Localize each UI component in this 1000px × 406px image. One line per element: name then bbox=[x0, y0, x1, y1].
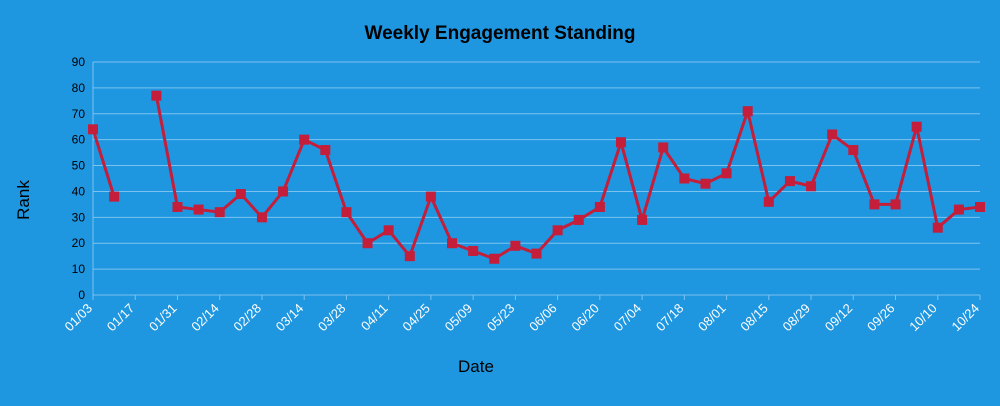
data-point bbox=[869, 199, 880, 210]
y-tick-label: 20 bbox=[72, 236, 86, 250]
data-point bbox=[214, 207, 225, 218]
data-point bbox=[594, 201, 605, 212]
data-point bbox=[425, 191, 436, 202]
data-point bbox=[721, 168, 732, 179]
data-point bbox=[806, 181, 817, 192]
data-point bbox=[827, 129, 838, 140]
data-point bbox=[531, 248, 542, 259]
data-point bbox=[447, 238, 458, 249]
data-point bbox=[404, 251, 415, 262]
data-point bbox=[615, 137, 626, 148]
data-point bbox=[848, 145, 859, 156]
data-point bbox=[658, 142, 669, 153]
y-tick-label: 0 bbox=[78, 288, 85, 302]
y-tick-label: 50 bbox=[72, 159, 86, 173]
data-point bbox=[383, 225, 394, 236]
data-point bbox=[362, 238, 373, 249]
data-point bbox=[700, 178, 711, 189]
y-tick-label: 70 bbox=[72, 107, 86, 121]
data-point bbox=[890, 199, 901, 210]
data-point bbox=[278, 186, 289, 197]
data-point bbox=[468, 245, 479, 256]
data-point bbox=[235, 189, 246, 200]
data-point bbox=[953, 204, 964, 215]
data-point bbox=[172, 201, 183, 212]
data-point bbox=[784, 176, 795, 187]
chart-title: Weekly Engagement Standing bbox=[365, 23, 636, 44]
data-point bbox=[151, 90, 162, 101]
y-tick-labels: 0 10 20 30 40 50 60 70 80 90 bbox=[72, 55, 86, 302]
y-tick-label: 80 bbox=[72, 81, 86, 95]
data-point bbox=[510, 240, 521, 251]
y-tick-label: 30 bbox=[72, 210, 86, 224]
data-point bbox=[489, 253, 500, 264]
series bbox=[88, 90, 985, 264]
data-point bbox=[193, 204, 204, 215]
data-point bbox=[552, 225, 563, 236]
data-point bbox=[341, 207, 352, 218]
data-point bbox=[679, 173, 690, 184]
series-line bbox=[91, 128, 116, 198]
y-tick-label: 90 bbox=[72, 55, 86, 69]
data-point bbox=[975, 201, 985, 212]
data-point bbox=[109, 191, 120, 202]
data-point bbox=[256, 212, 267, 223]
y-axis-label: Rank bbox=[14, 180, 33, 220]
series-line bbox=[154, 95, 981, 261]
data-point bbox=[573, 214, 584, 225]
y-tick-label: 40 bbox=[72, 184, 86, 198]
data-point bbox=[637, 214, 648, 225]
x-axis-label: Date bbox=[458, 357, 494, 376]
y-tick-label: 10 bbox=[72, 262, 86, 276]
data-point bbox=[932, 222, 943, 233]
data-point bbox=[742, 106, 753, 117]
data-point bbox=[299, 134, 310, 145]
axes bbox=[92, 62, 981, 300]
data-point bbox=[763, 196, 774, 207]
data-point bbox=[911, 121, 922, 132]
data-point bbox=[88, 124, 98, 135]
data-point bbox=[320, 145, 331, 156]
y-tick-label: 60 bbox=[72, 133, 86, 147]
